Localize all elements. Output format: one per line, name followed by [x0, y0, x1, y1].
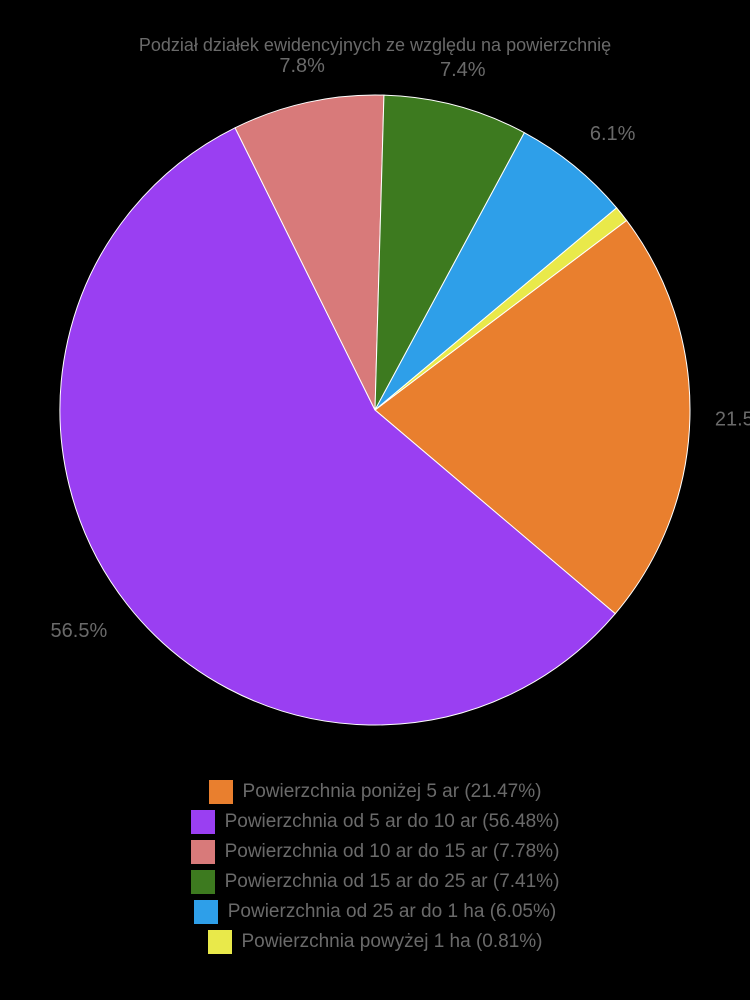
legend-label: Powierzchnia od 25 ar do 1 ha (6.05%)	[228, 901, 556, 923]
legend-label: Powierzchnia od 15 ar do 25 ar (7.41%)	[225, 871, 560, 893]
legend-item: Powierzchnia od 25 ar do 1 ha (6.05%)	[194, 900, 556, 924]
legend-label: Powierzchnia od 10 ar do 15 ar (7.78%)	[225, 841, 560, 863]
pie-chart	[45, 80, 705, 740]
legend-item: Powierzchnia od 10 ar do 15 ar (7.78%)	[191, 840, 560, 864]
slice-label: 6.1%	[590, 123, 636, 146]
legend-swatch	[194, 900, 218, 924]
legend-item: Powierzchnia poniżej 5 ar (21.47%)	[209, 780, 542, 804]
legend-item: Powierzchnia od 15 ar do 25 ar (7.41%)	[191, 870, 560, 894]
slice-label: 7.8%	[279, 55, 325, 78]
pie-chart-container	[0, 80, 750, 740]
legend-swatch	[209, 780, 233, 804]
legend-swatch	[191, 870, 215, 894]
legend-item: Powierzchnia powyżej 1 ha (0.81%)	[208, 930, 543, 954]
legend-label: Powierzchnia od 5 ar do 10 ar (56.48%)	[225, 811, 560, 833]
legend-label: Powierzchnia powyżej 1 ha (0.81%)	[242, 931, 543, 953]
slice-label: 56.5%	[51, 620, 108, 643]
legend: Powierzchnia poniżej 5 ar (21.47%) Powier…	[0, 780, 750, 954]
legend-item: Powierzchnia od 5 ar do 10 ar (56.48%)	[191, 810, 560, 834]
slice-label: 7.4%	[440, 59, 486, 82]
chart-title: Podział działek ewidencyjnych ze względu…	[0, 35, 750, 56]
legend-swatch	[208, 930, 232, 954]
legend-label: Powierzchnia poniżej 5 ar (21.47%)	[243, 781, 542, 803]
slice-label: 21.5%	[715, 408, 750, 431]
legend-swatch	[191, 810, 215, 834]
legend-swatch	[191, 840, 215, 864]
